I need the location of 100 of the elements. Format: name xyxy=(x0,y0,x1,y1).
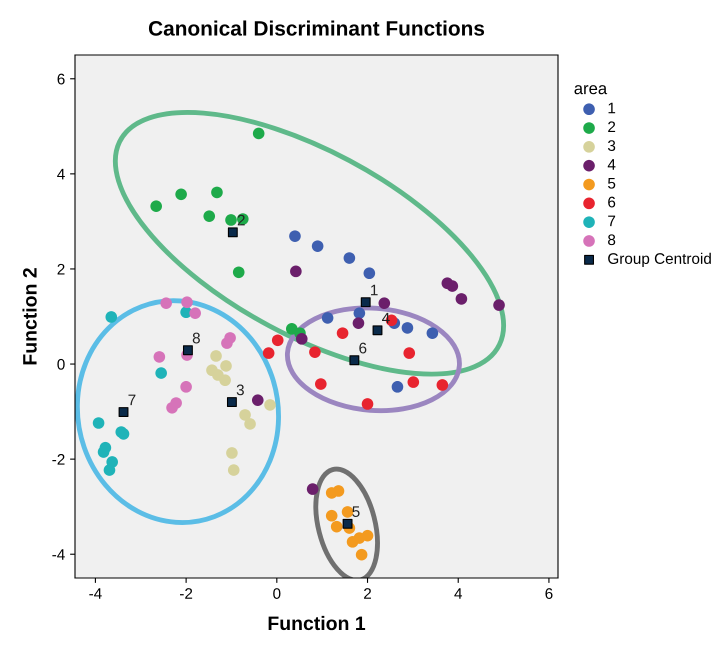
point xyxy=(262,347,274,359)
point xyxy=(326,510,338,522)
point xyxy=(354,307,366,319)
y-tick-label: 0 xyxy=(57,358,65,370)
point xyxy=(436,379,448,391)
point xyxy=(312,240,324,252)
point xyxy=(362,530,374,542)
point xyxy=(372,325,382,336)
legend-label: 7 xyxy=(608,216,616,226)
point xyxy=(402,322,414,334)
point xyxy=(228,464,240,476)
point xyxy=(105,311,118,323)
point xyxy=(118,407,128,418)
x-tick-label: 2 xyxy=(364,588,372,599)
point xyxy=(342,506,354,518)
point xyxy=(392,381,404,393)
point xyxy=(244,418,256,430)
point xyxy=(210,350,222,362)
point xyxy=(446,280,458,292)
point xyxy=(252,128,264,140)
point xyxy=(181,296,193,308)
point xyxy=(306,483,318,495)
annotation: 2 xyxy=(238,214,245,226)
point xyxy=(408,376,420,388)
point xyxy=(211,186,223,198)
point xyxy=(92,417,104,429)
point xyxy=(239,409,251,421)
x-tick-label: 0 xyxy=(273,588,280,599)
point xyxy=(160,297,172,309)
point xyxy=(290,266,302,278)
point xyxy=(342,518,353,529)
point xyxy=(226,397,237,408)
point xyxy=(296,333,308,345)
point xyxy=(315,378,327,390)
x-tick-label: 6 xyxy=(545,588,553,599)
point xyxy=(155,367,167,379)
point xyxy=(289,230,301,242)
point xyxy=(232,266,245,278)
point xyxy=(272,334,284,346)
point xyxy=(349,355,360,366)
annotation: 6 xyxy=(359,342,366,354)
legend-label: 6 xyxy=(608,196,616,208)
point xyxy=(344,252,356,264)
point xyxy=(264,399,276,411)
point xyxy=(225,214,237,226)
point xyxy=(219,374,231,386)
point xyxy=(360,297,371,308)
point xyxy=(309,346,321,358)
y-tick-label: 4 xyxy=(57,168,65,180)
point xyxy=(378,297,390,309)
point xyxy=(228,227,238,238)
point xyxy=(226,447,238,459)
point xyxy=(403,347,416,359)
legend-label: Group Centroid xyxy=(608,252,711,267)
point xyxy=(154,351,166,363)
point xyxy=(493,299,505,311)
annotation: 7 xyxy=(128,394,136,406)
y-tick-label: -2 xyxy=(52,454,65,465)
point xyxy=(362,398,374,410)
x-tick-label: -2 xyxy=(180,588,192,599)
legend-label: 5 xyxy=(608,178,616,189)
point xyxy=(364,267,376,280)
point xyxy=(330,520,342,532)
point xyxy=(175,188,187,200)
point xyxy=(221,337,233,349)
point xyxy=(252,394,264,406)
point xyxy=(189,307,201,319)
legend-label: 2 xyxy=(608,121,616,132)
annotation: 1 xyxy=(371,284,378,296)
point xyxy=(336,327,348,339)
point xyxy=(182,345,193,356)
y-tick-label: 2 xyxy=(58,264,65,274)
annotation: 8 xyxy=(192,332,200,344)
legend-label: 1 xyxy=(608,102,616,114)
legend-label: 8 xyxy=(608,234,616,246)
point xyxy=(166,402,178,414)
x-tick-label: 4 xyxy=(454,588,462,599)
point xyxy=(118,428,130,440)
point xyxy=(203,210,216,222)
point xyxy=(456,293,468,305)
y-axis-title: Function 2 xyxy=(22,268,37,364)
annotation: 3 xyxy=(236,384,244,396)
legend-label: 4 xyxy=(608,159,616,170)
y-tick-label: 6 xyxy=(58,74,65,84)
point xyxy=(220,360,232,372)
point xyxy=(150,200,162,212)
point xyxy=(356,548,368,561)
point xyxy=(180,381,192,393)
point xyxy=(322,312,334,324)
x-axis-title: Function 1 xyxy=(268,616,366,630)
point xyxy=(98,446,110,458)
legend-title: area xyxy=(574,85,608,94)
y-tick-label: -4 xyxy=(52,549,65,560)
point xyxy=(352,317,364,329)
x-tick-label: -4 xyxy=(89,588,102,599)
point xyxy=(104,464,116,476)
point xyxy=(426,327,438,339)
point xyxy=(332,485,344,497)
chart-title: Canonical Discriminant Functions xyxy=(148,20,484,36)
legend-label: 3 xyxy=(608,140,616,152)
